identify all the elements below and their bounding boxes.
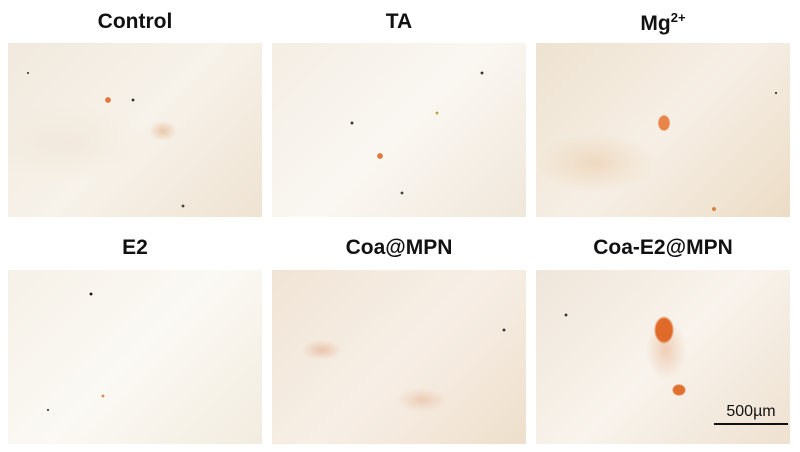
panel-title-control: Control — [97, 10, 173, 33]
title-text: Mg — [640, 12, 671, 35]
micrograph-e2 — [8, 270, 262, 444]
micrograph-ta — [272, 43, 526, 217]
scale-bar-line — [714, 423, 788, 425]
scale-bar-label: 500µm — [726, 403, 776, 420]
micrograph-control — [8, 43, 262, 217]
panel-title-mg: Mg2+ — [536, 10, 790, 36]
scale-bar: 500µm — [714, 403, 788, 425]
panel-title-e2: E2 — [122, 236, 148, 259]
micrograph-mg — [536, 43, 790, 217]
title-superscript: 2+ — [670, 10, 686, 25]
panel-title-coa-e2-mpn: Coa-E2@MPN — [593, 236, 733, 259]
panel-title-ta: TA — [385, 10, 413, 33]
micrograph-coa-mpn — [272, 270, 526, 444]
micrograph-coa-e2-mpn — [536, 270, 790, 444]
panel-title-coa-mpn: Coa@MPN — [345, 236, 453, 259]
